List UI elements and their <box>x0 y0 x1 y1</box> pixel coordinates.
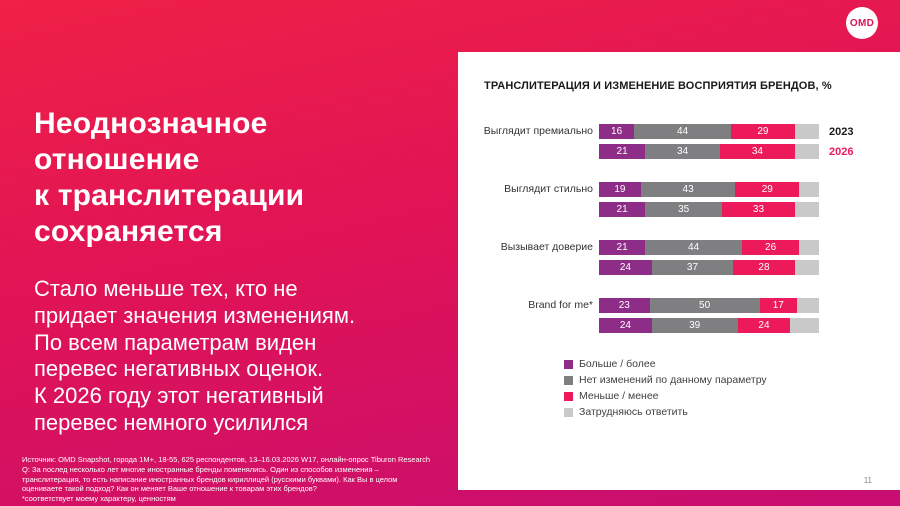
bar-segment: 24 <box>737 318 791 333</box>
stacked-bar-2026: 21 35 33 <box>599 202 819 217</box>
legend-swatch <box>564 407 573 417</box>
left-panel: Неоднозначное отношение к транслитерации… <box>0 0 458 506</box>
bar-segment <box>794 202 819 217</box>
category-label: Вызывает доверие <box>500 241 593 253</box>
chart-group: Выглядит премиально 16 44 29 2023 21 34 34 2026 <box>482 124 882 164</box>
bar-segment: 50 <box>649 298 760 313</box>
bar-segment: 39 <box>651 318 738 333</box>
bar-row: 19 43 29 <box>599 182 882 197</box>
bar-row: 21 35 33 <box>599 202 882 217</box>
bar-segment: 34 <box>719 144 795 159</box>
chart-title: ТРАНСЛИТЕРАЦИЯ И ИЗМЕНЕНИЕ ВОСПРИЯТИЯ БР… <box>484 80 832 92</box>
bar-segment <box>790 318 819 333</box>
legend-label: Больше / более <box>579 358 656 370</box>
bar-segment: 19 <box>599 182 641 197</box>
category-label: Brand for me* <box>528 299 593 311</box>
bar-row: 16 44 29 2023 <box>599 124 882 139</box>
year-label: 2026 <box>829 145 854 158</box>
year-label: 2023 <box>829 125 854 138</box>
bar-row: 24 37 28 <box>599 260 882 275</box>
bar-segment: 17 <box>759 298 797 313</box>
legend-item: Больше / более <box>564 356 882 372</box>
category-label: Выглядит стильно <box>504 183 593 195</box>
bar-segment: 21 <box>599 144 646 159</box>
stacked-bar-2026: 24 39 24 <box>599 318 819 333</box>
legend-item: Затрудняюсь ответить <box>564 404 882 420</box>
bar-segment: 16 <box>599 124 635 139</box>
bar-segment: 44 <box>645 240 742 255</box>
stacked-bar-2026: 21 34 34 <box>599 144 819 159</box>
bar-chart: Выглядит премиально 16 44 29 2023 21 34 34 2026 В… <box>482 124 882 420</box>
legend-swatch <box>564 391 573 401</box>
bar-segment: 23 <box>599 298 650 313</box>
bar-row: 23 50 17 <box>599 298 882 313</box>
chart-legend: Больше / более Нет изменений по данному п… <box>564 356 882 420</box>
legend-item: Меньше / менее <box>564 388 882 404</box>
chart-panel: ТРАНСЛИТЕРАЦИЯ И ИЗМЕНЕНИЕ ВОСПРИЯТИЯ БР… <box>458 52 900 490</box>
omd-logo: OMD <box>846 7 878 39</box>
bar-row: 21 34 34 2026 <box>599 144 882 159</box>
bar-segment: 24 <box>599 260 652 275</box>
legend-swatch <box>564 375 573 385</box>
chart-group: Вызывает доверие 21 44 26 24 37 28 <box>482 240 882 280</box>
stacked-bar-2023: 21 44 26 <box>599 240 819 255</box>
bar-segment: 43 <box>640 182 736 197</box>
chart-groups: Выглядит премиально 16 44 29 2023 21 34 34 2026 В… <box>482 124 882 338</box>
bar-segment: 33 <box>722 202 795 217</box>
bar-segment <box>794 124 819 139</box>
source-footnote: Источник: OMD Snapshot, города 1М+, 18-5… <box>22 455 431 503</box>
slide-headline: Неоднозначное отношение к транслитерации… <box>34 107 305 248</box>
bar-segment: 35 <box>645 202 723 217</box>
legend-item: Нет изменений по данному параметру <box>564 372 882 388</box>
bar-segment <box>796 298 819 313</box>
page-number: 11 <box>863 476 872 485</box>
bar-segment <box>799 182 819 197</box>
bar-segment: 28 <box>733 260 795 275</box>
chart-group: Выглядит стильно 19 43 29 21 35 33 <box>482 182 882 222</box>
stacked-bar-2023: 19 43 29 <box>599 182 819 197</box>
omd-logo-text: OMD <box>849 17 875 29</box>
bar-row: 21 44 26 <box>599 240 882 255</box>
bar-segment <box>799 240 819 255</box>
bar-segment: 21 <box>599 202 646 217</box>
bar-segment: 26 <box>741 240 800 255</box>
legend-swatch <box>564 359 573 369</box>
bar-segment: 34 <box>645 144 720 159</box>
bar-segment: 37 <box>651 260 734 275</box>
stacked-bar-2023: 23 50 17 <box>599 298 819 313</box>
bar-segment: 21 <box>599 240 646 255</box>
chart-group: Brand for me* 23 50 17 24 39 24 <box>482 298 882 338</box>
bar-segment: 44 <box>634 124 731 139</box>
legend-label: Меньше / менее <box>579 390 659 402</box>
bar-segment: 24 <box>599 318 652 333</box>
legend-label: Затрудняюсь ответить <box>579 406 688 418</box>
bar-segment <box>794 144 819 159</box>
category-label: Выглядит премиально <box>483 125 593 137</box>
bar-segment: 29 <box>735 182 800 197</box>
slide-body-text: Стало меньше тех, кто не придает значени… <box>34 276 356 436</box>
stacked-bar-2023: 16 44 29 <box>599 124 819 139</box>
bar-segment: 29 <box>730 124 795 139</box>
stacked-bar-2026: 24 37 28 <box>599 260 819 275</box>
legend-label: Нет изменений по данному параметру <box>579 374 767 386</box>
bar-row: 24 39 24 <box>599 318 882 333</box>
bar-segment <box>794 260 819 275</box>
